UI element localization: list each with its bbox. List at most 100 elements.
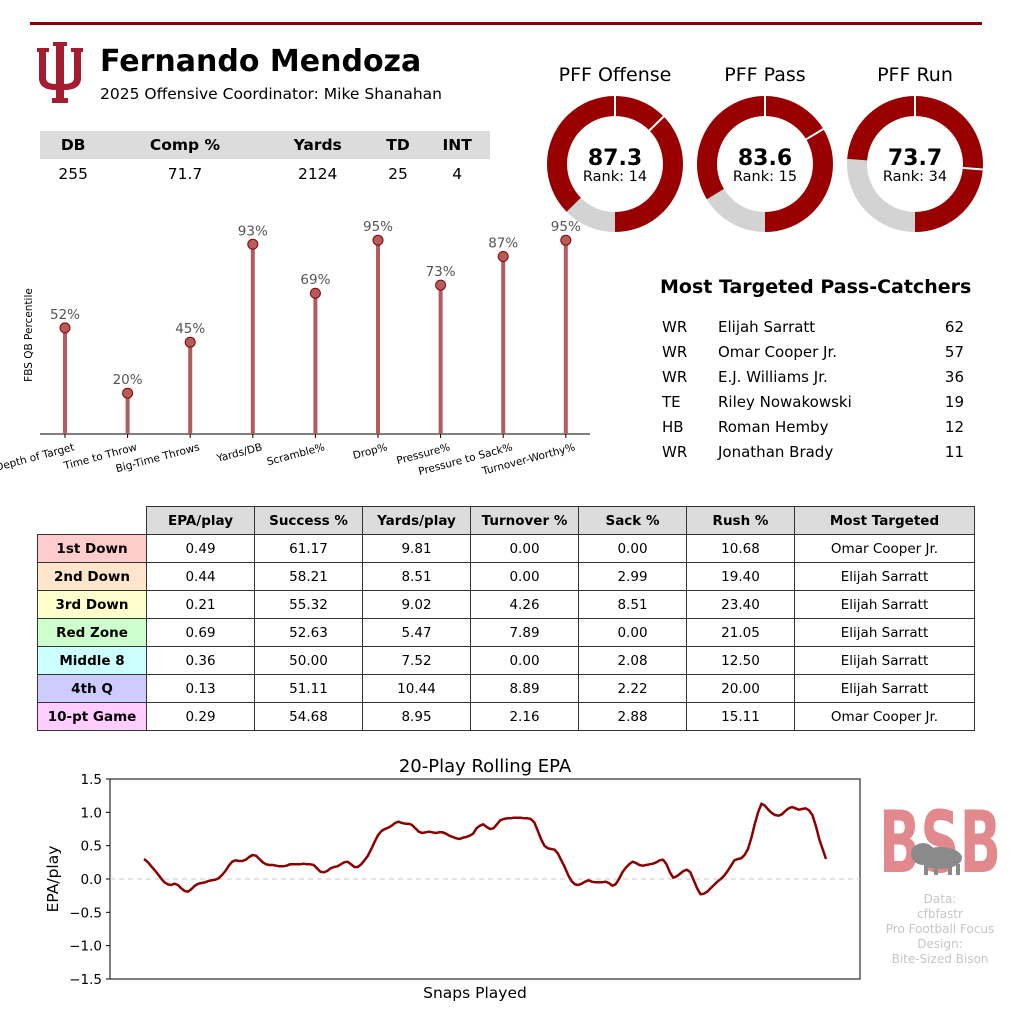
stat-header-td: TD bbox=[371, 131, 425, 159]
table-cell: 8.89 bbox=[470, 674, 579, 703]
target-name: Roman Hemby bbox=[718, 418, 829, 436]
epa-y-label: EPA/play bbox=[44, 846, 62, 913]
table-row: 10-pt Game 0.29 54.68 8.95 2.16 2.88 15.11 Omar… bbox=[37, 702, 975, 731]
epa-y-tick-label: −0.5 bbox=[69, 905, 102, 921]
pff-pass-title: PFF Pass bbox=[724, 64, 806, 86]
table-row: 2nd Down 0.44 58.21 8.51 0.00 2.99 19.40 Elijah… bbox=[37, 562, 975, 591]
target-row: WR Elijah Sarratt 62 bbox=[662, 318, 964, 343]
table-row: 3rd Down 0.21 55.32 9.02 4.26 8.51 23.40 Elijah… bbox=[37, 590, 975, 619]
epa-y-tick-label: 1.0 bbox=[81, 805, 102, 821]
table-cell: 19.40 bbox=[686, 562, 795, 591]
table-cell: Elijah Sarratt bbox=[794, 562, 975, 591]
pff-pass-grade: 83.6 bbox=[737, 146, 793, 171]
donut-end-divider bbox=[805, 128, 824, 141]
epa-y-tick-label: 1.5 bbox=[81, 772, 102, 788]
credit-line: Bite-Sized Bison bbox=[891, 952, 989, 966]
table-cell: 8.51 bbox=[578, 590, 687, 619]
target-row: WR Jonathan Brady 11 bbox=[662, 443, 964, 468]
table-cell: 7.89 bbox=[470, 618, 579, 647]
table-cell: 0.00 bbox=[470, 562, 579, 591]
percentile-lollipop-chart: FBS QB Percentile 52%Depth of Target20%Ti… bbox=[0, 219, 590, 478]
row-label: 1st Down bbox=[37, 534, 147, 563]
col-header: Success % bbox=[254, 506, 363, 535]
table-cell: 2.88 bbox=[578, 702, 687, 731]
epa-y-tick-label: −1.5 bbox=[69, 972, 102, 988]
pff-run-rank: Rank: 34 bbox=[882, 169, 948, 185]
lollipop-value-label: 95% bbox=[363, 219, 393, 235]
credit-line: cfbfastr bbox=[917, 907, 963, 921]
lollipop-tick-label: Yards/DB bbox=[215, 441, 264, 465]
target-position: HB bbox=[662, 418, 684, 436]
pff-offense-grade: 87.3 bbox=[587, 146, 643, 171]
target-row: WR E.J. Williams Jr. 36 bbox=[662, 368, 964, 393]
indiana-logo-icon bbox=[37, 42, 83, 103]
target-name: Omar Cooper Jr. bbox=[718, 343, 838, 361]
table-cell: 9.02 bbox=[362, 590, 471, 619]
table-cell: 0.13 bbox=[146, 674, 255, 703]
table-cell: 0.21 bbox=[146, 590, 255, 619]
pff-run-grade: 73.7 bbox=[887, 146, 943, 171]
table-cell: 0.36 bbox=[146, 646, 255, 675]
table-cell: 0.49 bbox=[146, 534, 255, 563]
table-cell: 10.68 bbox=[686, 534, 795, 563]
target-row: TE Riley Nowakowski 19 bbox=[662, 393, 964, 418]
table-row: 1st Down 0.49 61.17 9.81 0.00 0.00 10.68 Omar C… bbox=[37, 534, 975, 563]
table-cell: 2.99 bbox=[578, 562, 687, 591]
lollipop-value-label: 93% bbox=[238, 223, 268, 239]
row-label: 10-pt Game bbox=[37, 702, 147, 731]
table-cell: 9.81 bbox=[362, 534, 471, 563]
credit-line: Pro Football Focus bbox=[885, 922, 995, 936]
target-count: 36 bbox=[944, 368, 964, 386]
table-cell: 7.52 bbox=[362, 646, 471, 675]
table-cell: 0.00 bbox=[578, 534, 687, 563]
stat-value-td: 25 bbox=[388, 165, 408, 183]
table-cell: 12.50 bbox=[686, 646, 795, 675]
table-cell: 0.29 bbox=[146, 702, 255, 731]
stat-value-comp: 71.7 bbox=[167, 165, 203, 183]
credit-line: Design: bbox=[917, 937, 963, 951]
table-cell: 58.21 bbox=[254, 562, 363, 591]
situational-table: EPA/play Success % Yards/play Turnover %… bbox=[37, 506, 975, 731]
pff-pass-rank: Rank: 15 bbox=[732, 169, 798, 185]
table-cell: 2.08 bbox=[578, 646, 687, 675]
lollipop-value-label: 87% bbox=[488, 236, 518, 252]
epa-y-tick-label: −1.0 bbox=[69, 939, 102, 955]
lollipop-value-label: 73% bbox=[426, 264, 456, 280]
table-cell: 2.22 bbox=[578, 674, 687, 703]
col-header: Most Targeted bbox=[794, 506, 975, 535]
table-cell: 20.00 bbox=[686, 674, 795, 703]
donut-end-divider bbox=[962, 166, 983, 171]
table-row: Red Zone 0.69 52.63 5.47 7.89 0.00 21.05 Elijah… bbox=[37, 618, 975, 647]
table-cell: 8.51 bbox=[362, 562, 471, 591]
table-cell: Elijah Sarratt bbox=[794, 618, 975, 647]
row-label: 4th Q bbox=[37, 674, 147, 703]
table-cell: 8.95 bbox=[362, 702, 471, 731]
player-name: Fernando Mendoza bbox=[100, 44, 422, 79]
lollipop-value-label: 52% bbox=[50, 307, 80, 323]
epa-series-line bbox=[143, 802, 828, 896]
target-position: WR bbox=[662, 368, 688, 386]
lollipop-tick-label: Drop% bbox=[352, 441, 389, 462]
target-row: WR Omar Cooper Jr. 57 bbox=[662, 343, 964, 368]
epa-y-tick-label: 0.5 bbox=[81, 839, 102, 855]
donut-end-divider bbox=[648, 115, 665, 132]
pff-run-title: PFF Run bbox=[877, 64, 953, 86]
row-label: 3rd Down bbox=[37, 590, 147, 619]
table-cell: 50.00 bbox=[254, 646, 363, 675]
target-name: E.J. Williams Jr. bbox=[718, 368, 828, 386]
lollipop-point bbox=[560, 234, 572, 246]
table-cell: Elijah Sarratt bbox=[794, 590, 975, 619]
lollipop-point bbox=[372, 234, 384, 246]
target-position: WR bbox=[662, 443, 688, 461]
most-targeted-title: Most Targeted Pass-Catchers bbox=[660, 276, 972, 298]
table-cell: Elijah Sarratt bbox=[794, 646, 975, 675]
epa-y-tick-label: 0.0 bbox=[81, 872, 102, 888]
lollipop-value-label: 20% bbox=[113, 372, 143, 388]
bsb-logo: BSB bbox=[879, 793, 1001, 878]
top-rule bbox=[30, 22, 982, 25]
row-label: Middle 8 bbox=[37, 646, 147, 675]
lollipop-point bbox=[247, 238, 259, 250]
row-label: Red Zone bbox=[37, 618, 147, 647]
col-header: Turnover % bbox=[470, 506, 579, 535]
table-cell: 51.11 bbox=[254, 674, 363, 703]
